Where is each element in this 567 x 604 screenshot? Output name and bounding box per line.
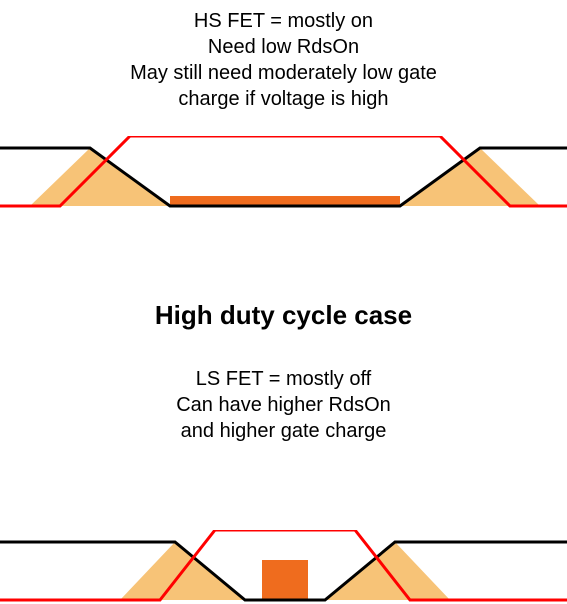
hs-line3: May still need moderately low gate xyxy=(0,60,567,86)
hs-fet-text: HS FET = mostly on Need low RdsOn May st… xyxy=(0,8,567,112)
section-title: High duty cycle case xyxy=(0,300,567,331)
hs-line2: Need low RdsOn xyxy=(0,34,567,60)
hs-line1: HS FET = mostly on xyxy=(0,8,567,34)
ls-line1: LS FET = mostly off xyxy=(0,366,567,392)
hs-line4: charge if voltage is high xyxy=(0,86,567,112)
ls-line3: and higher gate charge xyxy=(0,418,567,444)
ls-fet-text: LS FET = mostly off Can have higher RdsO… xyxy=(0,366,567,444)
ls-fet-diagram xyxy=(0,530,567,604)
hs-fet-diagram xyxy=(0,136,567,210)
ls-line2: Can have higher RdsOn xyxy=(0,392,567,418)
